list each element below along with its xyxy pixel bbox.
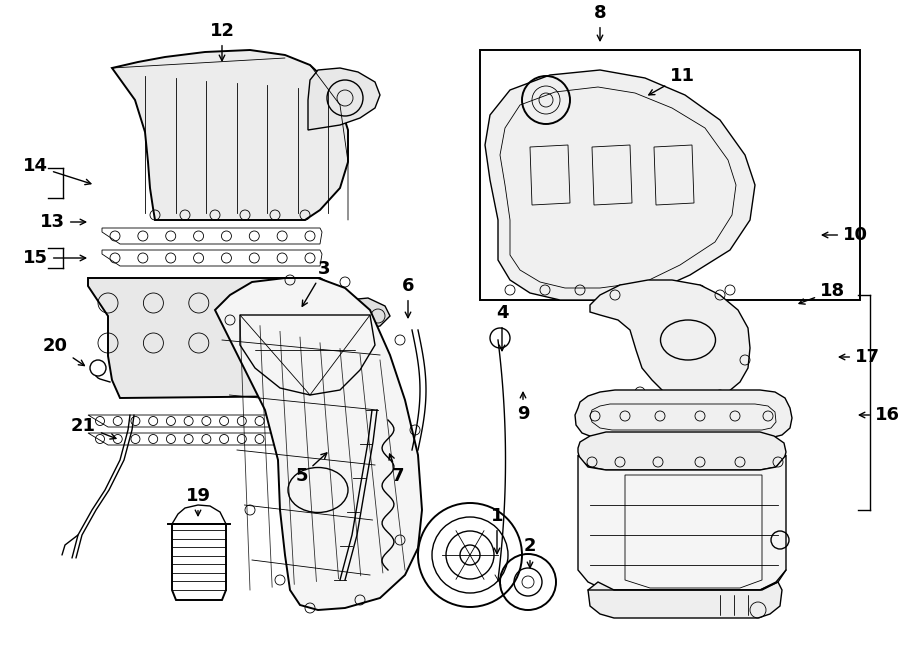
Text: 6: 6 — [401, 277, 414, 318]
Text: 21: 21 — [71, 417, 116, 439]
Polygon shape — [308, 68, 380, 130]
Text: 19: 19 — [185, 487, 211, 516]
Polygon shape — [88, 278, 348, 398]
Polygon shape — [112, 50, 348, 220]
Text: 17: 17 — [840, 348, 880, 366]
Text: 1: 1 — [491, 507, 503, 554]
Polygon shape — [578, 455, 786, 590]
Polygon shape — [578, 432, 786, 470]
Polygon shape — [588, 582, 782, 618]
Text: 16: 16 — [860, 406, 900, 424]
Text: 12: 12 — [210, 22, 235, 61]
Text: 3: 3 — [302, 260, 330, 306]
Text: 15: 15 — [23, 249, 86, 267]
Text: 13: 13 — [40, 213, 86, 231]
Text: 7: 7 — [389, 454, 404, 485]
Text: 2: 2 — [524, 537, 536, 568]
Text: 18: 18 — [799, 282, 845, 304]
Text: 11: 11 — [649, 67, 695, 95]
Text: 5: 5 — [295, 453, 327, 485]
Text: 10: 10 — [823, 226, 868, 244]
Text: 8: 8 — [594, 4, 607, 41]
Text: 14: 14 — [23, 157, 91, 184]
Polygon shape — [215, 278, 422, 610]
Polygon shape — [575, 390, 792, 440]
Polygon shape — [485, 70, 755, 300]
Text: 4: 4 — [496, 304, 508, 351]
Text: 9: 9 — [517, 393, 529, 423]
Polygon shape — [590, 280, 750, 402]
Text: 20: 20 — [43, 337, 85, 366]
Polygon shape — [338, 298, 390, 330]
